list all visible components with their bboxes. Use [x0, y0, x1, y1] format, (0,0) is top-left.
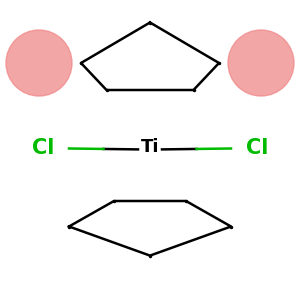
Text: Ti: Ti [141, 138, 159, 156]
Circle shape [6, 30, 72, 96]
Text: Cl: Cl [32, 139, 54, 158]
Text: Cl: Cl [246, 139, 268, 158]
Circle shape [228, 30, 294, 96]
